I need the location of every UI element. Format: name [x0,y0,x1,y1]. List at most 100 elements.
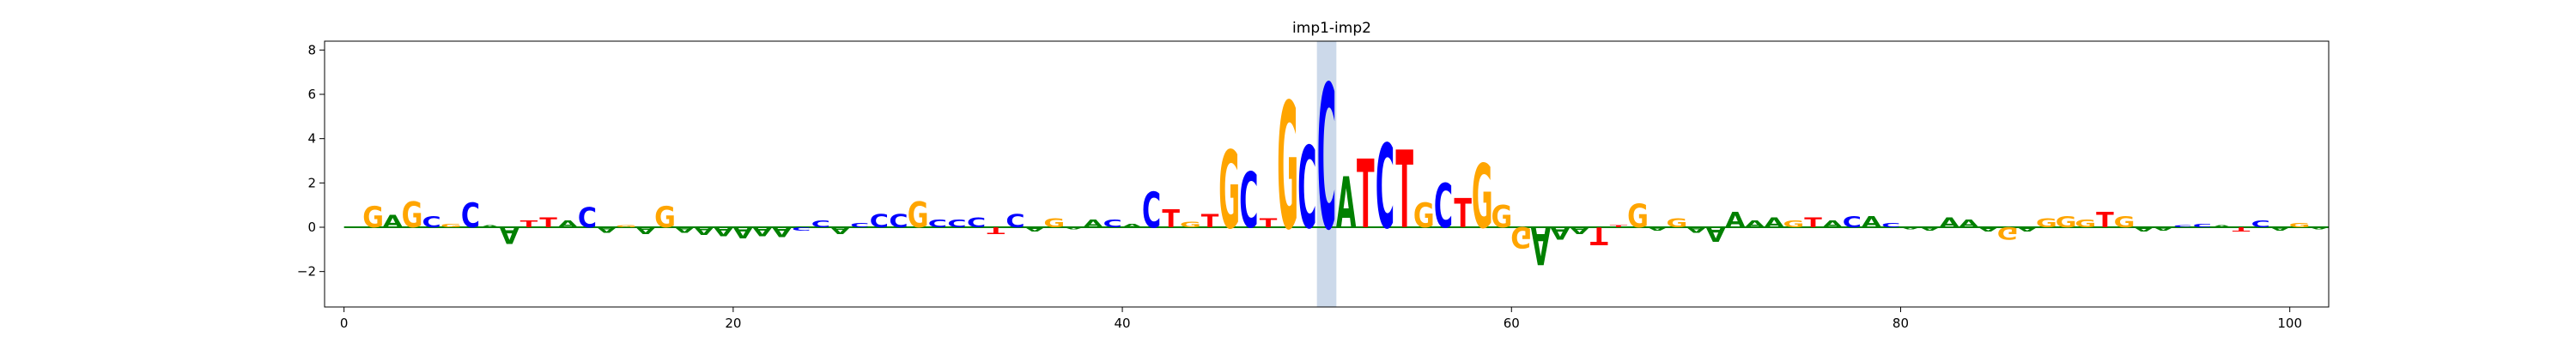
svg-text:T: T [987,225,1005,235]
logo-letter-A: A [480,225,501,228]
svg-text:A: A [1570,225,1590,235]
logo-letter-C: C [1005,211,1024,232]
svg-text:C: C [1142,183,1161,239]
plot-frame [324,40,2330,308]
logo-letter-A: A [1978,226,1998,232]
x-tick-label: 80 [1893,316,1909,331]
logo-letter-G: G [1043,216,1065,231]
logo-letter-G: G [440,223,462,228]
logo-letter-G: G [2114,214,2136,232]
logo-letter-G: G [2289,222,2311,229]
svg-text:C: C [850,222,869,229]
svg-text:G: G [2114,214,2136,232]
chart-title: imp1-imp2 [1292,20,1371,37]
svg-text:A: A [1083,218,1103,230]
svg-text:A: A [694,225,714,237]
logo-letter-C: C [2173,225,2192,228]
svg-text:A: A [1764,214,1784,230]
logo-letter-A: A [1083,218,1103,230]
svg-text:A: A [2017,226,2037,232]
logo-letter-G: G [1472,146,1493,248]
logo-letter-C: C [2251,220,2270,230]
svg-text:G: G [1492,199,1513,235]
logo-letter-T: T [1590,221,1608,250]
svg-text:T: T [2233,226,2251,232]
logo-letter-A: A [1122,223,1143,228]
svg-text:G: G [2289,222,2311,229]
svg-text:C: C [2251,220,2270,230]
svg-text:C: C [947,218,966,230]
x-tick-label: 40 [1115,316,1131,331]
svg-text:A: A [1939,214,1959,230]
logo-letter-T: T [1357,140,1375,250]
svg-text:C: C [1103,218,1122,230]
x-axis: 0 20 40 60 80 100 [340,307,2302,331]
y-tick-label: −2 [297,264,316,280]
logo-letter-A: A [830,225,851,235]
logo-letter-G: G [1510,220,1532,255]
logo-letter-C: C [2193,223,2212,228]
logo-letter-C: C [811,220,830,230]
logo-letter-G: G [1180,220,1201,229]
svg-text:A: A [714,224,734,238]
logo-letter-A: A [2309,226,2330,230]
logo-letter-A: A [1900,226,1921,230]
x-tick-label: 0 [340,316,349,331]
logo-letter-A: A [2212,225,2233,228]
svg-text:C: C [1005,211,1024,232]
svg-text:G: G [2056,214,2077,232]
svg-text:A: A [480,225,501,228]
y-axis: −2 0 2 4 6 8 [297,42,325,280]
svg-text:A: A [1862,214,1882,232]
logo-letter-T: T [2233,226,2251,232]
svg-text:G: G [402,196,423,237]
logo-letter-G: G [362,200,384,234]
svg-text:A: A [2309,226,2330,230]
logo-letter-T: T [1162,205,1180,233]
svg-text:A: A [2270,226,2291,232]
logo-letter-A: A [1550,223,1571,243]
svg-text:T: T [2096,208,2114,233]
svg-text:T: T [1201,211,1219,232]
logo-letter-A: A [2154,226,2174,232]
logo-letter-A: A [733,224,754,242]
logo-letter-T: T [1804,214,1822,230]
logo-letter-C: C [870,211,889,232]
svg-text:G: G [2075,218,2096,230]
svg-text:A: A [1648,226,1668,232]
svg-text:C: C [578,202,597,234]
logo-letter-T: T [1610,225,1628,228]
logo-letter-G: G [402,196,423,237]
svg-text:C: C [1434,171,1453,242]
logo-letter-C: C [850,222,869,229]
svg-text:T: T [1395,129,1413,253]
svg-text:A: A [1725,208,1746,233]
logo-letter-T: T [1454,192,1472,238]
logo-letter-A: A [694,225,714,237]
svg-text:T: T [1590,221,1608,250]
logo-letter-A: A [1764,214,1784,230]
svg-text:A: A [558,220,579,230]
svg-text:A: A [675,226,696,234]
svg-text:A: A [597,226,617,234]
logo-letter-G: G [908,196,929,237]
svg-text:A: A [1024,226,1044,232]
logo-letter-G: G [616,225,637,228]
svg-text:T: T [1260,216,1278,231]
logo-letter-C: C [578,202,597,234]
logo-letter-C: C [461,197,480,236]
svg-text:G: G [1472,146,1493,248]
svg-text:A: A [1550,223,1571,243]
svg-text:A: A [383,212,404,232]
svg-text:G: G [1627,198,1649,235]
svg-text:A: A [1822,220,1843,230]
logo-letter-C: C [1103,218,1122,230]
svg-text:C: C [461,197,480,236]
svg-text:A: A [1978,226,1998,232]
logo-letter-G: G [2056,214,2077,232]
logo-letter-C: C [889,211,908,232]
svg-text:T: T [1804,214,1822,230]
logo-letter-A: A [1920,226,1941,232]
